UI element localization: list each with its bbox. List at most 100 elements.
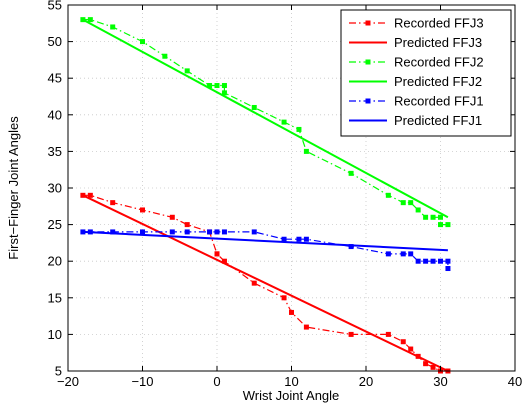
data-point xyxy=(214,229,220,235)
data-point xyxy=(169,214,175,220)
data-point xyxy=(207,229,213,235)
y-tick-label: 50 xyxy=(48,34,62,49)
data-point xyxy=(400,251,406,257)
series-predicted-ffj2 xyxy=(82,18,449,219)
data-point xyxy=(162,53,168,59)
data-point xyxy=(207,83,213,89)
series-line xyxy=(82,194,449,372)
x-tick-label: 20 xyxy=(359,374,373,389)
legend-label: Recorded FFJ2 xyxy=(394,55,484,70)
y-axis-title: First−Finger Joint Angles xyxy=(6,116,21,260)
legend-label: Recorded FFJ3 xyxy=(394,16,484,31)
legend-marker xyxy=(365,98,371,104)
y-tick-label: 40 xyxy=(48,107,62,122)
legend-item: Predicted FFJ2 xyxy=(349,74,482,89)
legend-marker xyxy=(365,59,371,65)
data-point xyxy=(87,192,93,198)
data-point xyxy=(184,222,190,228)
data-point xyxy=(438,222,443,228)
y-tick-label: 25 xyxy=(48,217,62,232)
data-point xyxy=(303,148,309,154)
data-point xyxy=(281,236,287,242)
data-point xyxy=(184,68,190,74)
data-point xyxy=(385,331,391,337)
data-point xyxy=(221,83,227,89)
legend: Recorded FFJ3 Predicted FFJ3 Recorded FFJ2… xyxy=(340,9,512,137)
data-point xyxy=(348,170,354,176)
tick-layer: −20 −10 0 10 20 30 40 5 10 15 20 25 30 35 40 45 50 55 xyxy=(48,0,523,389)
data-point xyxy=(348,331,354,337)
y-tick-label: 10 xyxy=(48,327,62,342)
x-tick-label: 30 xyxy=(433,374,447,389)
y-tick-label: 30 xyxy=(48,181,62,196)
data-point xyxy=(430,214,436,220)
data-point xyxy=(296,236,302,242)
data-point xyxy=(140,207,145,213)
data-point xyxy=(400,200,406,206)
data-point xyxy=(221,90,227,96)
data-point xyxy=(303,324,309,330)
legend-marker xyxy=(365,20,371,26)
legend-item: Recorded FFJ1 xyxy=(349,94,484,109)
series-predicted-ffj1 xyxy=(82,230,448,252)
data-point xyxy=(423,214,429,220)
data-point xyxy=(415,207,421,213)
data-point xyxy=(430,364,436,370)
series-line xyxy=(82,194,448,372)
legend-label: Predicted FFJ1 xyxy=(394,113,482,128)
data-point xyxy=(87,17,93,23)
legend-label: Predicted FFJ2 xyxy=(394,74,482,89)
x-axis-title: Wrist Joint Angle xyxy=(243,388,340,403)
series-line xyxy=(82,18,449,219)
data-point xyxy=(289,309,294,315)
legend-item: Recorded FFJ3 xyxy=(349,16,484,31)
data-point xyxy=(281,295,287,301)
data-point xyxy=(430,258,436,264)
data-point xyxy=(110,229,116,235)
data-point xyxy=(385,251,391,257)
series-line xyxy=(82,230,448,252)
data-point xyxy=(296,126,302,132)
x-tick-label: 10 xyxy=(284,374,298,389)
data-point xyxy=(385,192,391,198)
y-tick-label: 15 xyxy=(48,290,62,305)
data-point xyxy=(184,229,190,235)
data-point xyxy=(400,339,406,345)
data-point xyxy=(214,83,220,89)
series-recorded-ffj2 xyxy=(80,17,451,228)
series-predicted-ffj3 xyxy=(82,194,449,372)
data-point xyxy=(438,214,443,220)
legend-label: Predicted FFJ3 xyxy=(394,35,482,50)
data-point xyxy=(251,229,257,235)
data-point xyxy=(445,222,451,228)
series-recorded-ffj1 xyxy=(80,229,451,272)
x-tick-label: −10 xyxy=(131,374,153,389)
data-point xyxy=(408,346,414,352)
legend-item: Predicted FFJ3 xyxy=(349,35,482,50)
data-point xyxy=(140,39,145,45)
data-point xyxy=(221,229,227,235)
x-tick-label: 40 xyxy=(508,374,522,389)
data-point xyxy=(110,200,116,206)
data-point xyxy=(423,361,429,367)
y-tick-label: 35 xyxy=(48,144,62,159)
y-tick-label: 55 xyxy=(48,0,62,13)
data-point xyxy=(445,266,451,272)
legend-box xyxy=(340,9,512,137)
data-point xyxy=(303,236,309,242)
x-tick-label: −20 xyxy=(57,374,79,389)
data-point xyxy=(415,258,421,264)
data-point xyxy=(169,229,175,235)
y-tick-label: 5 xyxy=(55,364,62,379)
data-point xyxy=(281,119,287,125)
data-point xyxy=(348,244,354,250)
data-point xyxy=(251,104,257,110)
data-point xyxy=(408,251,414,257)
data-point xyxy=(423,258,429,264)
series-layer xyxy=(80,17,451,374)
data-point xyxy=(408,200,414,206)
data-point xyxy=(140,229,145,235)
y-tick-label: 45 xyxy=(48,71,62,86)
data-point xyxy=(214,251,220,257)
